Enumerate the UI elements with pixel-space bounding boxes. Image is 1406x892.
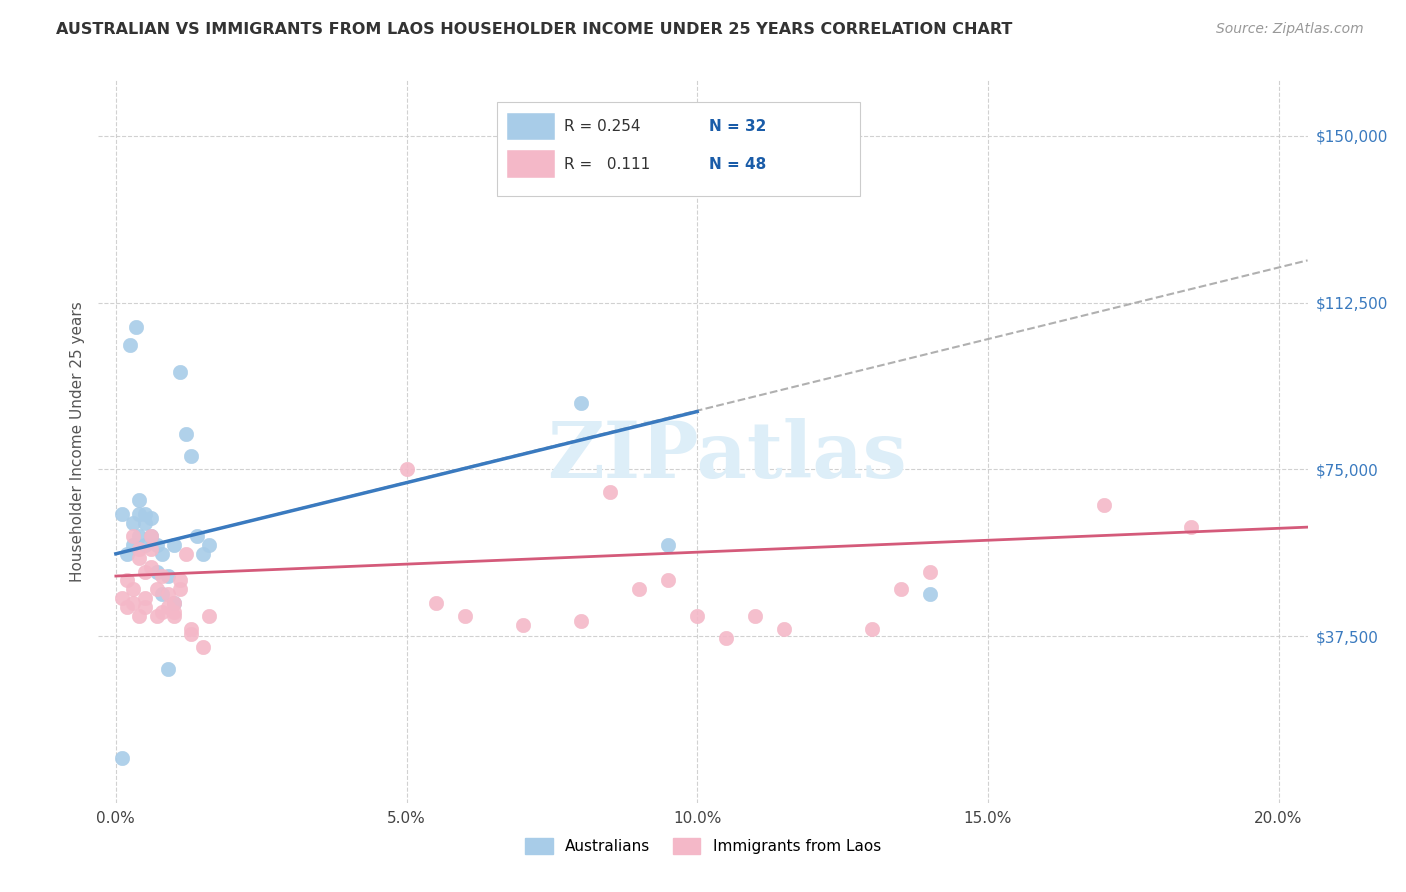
Point bbox=[128, 551, 150, 566]
Point bbox=[145, 565, 167, 579]
Point bbox=[134, 538, 156, 552]
Point bbox=[512, 618, 534, 632]
Point bbox=[150, 569, 173, 583]
Point bbox=[628, 582, 651, 597]
FancyBboxPatch shape bbox=[508, 151, 555, 178]
Point bbox=[191, 640, 214, 655]
Point bbox=[111, 507, 134, 521]
Point bbox=[128, 507, 150, 521]
Point bbox=[180, 449, 202, 463]
Point bbox=[122, 529, 145, 543]
Point bbox=[174, 426, 197, 441]
Point bbox=[128, 609, 150, 624]
Text: N = 32: N = 32 bbox=[709, 119, 766, 134]
Point bbox=[657, 538, 679, 552]
Point bbox=[134, 600, 156, 615]
Point bbox=[150, 605, 173, 619]
Point bbox=[860, 623, 883, 637]
Point bbox=[453, 609, 475, 624]
Point bbox=[918, 565, 941, 579]
Point bbox=[150, 587, 173, 601]
Point bbox=[163, 596, 186, 610]
Point bbox=[180, 623, 202, 637]
Point bbox=[163, 538, 186, 552]
Point bbox=[599, 484, 621, 499]
Point bbox=[169, 582, 191, 597]
Point bbox=[139, 542, 162, 557]
Point bbox=[157, 600, 180, 615]
Point bbox=[145, 609, 167, 624]
Point bbox=[139, 511, 162, 525]
Point bbox=[180, 627, 202, 641]
Text: N = 48: N = 48 bbox=[709, 157, 766, 171]
Point bbox=[122, 596, 145, 610]
Point bbox=[744, 609, 766, 624]
Point bbox=[145, 538, 167, 552]
FancyBboxPatch shape bbox=[498, 102, 860, 196]
Point bbox=[395, 462, 418, 476]
Text: R =   0.111: R = 0.111 bbox=[564, 157, 650, 171]
Text: R = 0.254: R = 0.254 bbox=[564, 119, 641, 134]
Point bbox=[163, 605, 186, 619]
Point bbox=[128, 529, 150, 543]
Point bbox=[174, 547, 197, 561]
Point bbox=[150, 547, 173, 561]
Point bbox=[569, 614, 592, 628]
Point bbox=[163, 609, 186, 624]
Point bbox=[120, 338, 142, 352]
Point bbox=[657, 574, 679, 588]
Point bbox=[157, 587, 180, 601]
Point bbox=[163, 596, 186, 610]
Point bbox=[569, 395, 592, 409]
Point bbox=[890, 582, 912, 597]
Point bbox=[139, 529, 162, 543]
Point bbox=[134, 507, 156, 521]
Point bbox=[134, 565, 156, 579]
Legend: Australians, Immigrants from Laos: Australians, Immigrants from Laos bbox=[519, 832, 887, 860]
Point bbox=[1180, 520, 1202, 534]
Point bbox=[117, 574, 139, 588]
Point bbox=[918, 587, 941, 601]
Point bbox=[425, 596, 447, 610]
Point bbox=[122, 516, 145, 530]
Point bbox=[169, 574, 191, 588]
Point bbox=[773, 623, 796, 637]
Point bbox=[139, 560, 162, 574]
Point bbox=[134, 516, 156, 530]
Point bbox=[111, 751, 134, 765]
Point bbox=[198, 538, 221, 552]
Point bbox=[157, 569, 180, 583]
Point bbox=[111, 591, 134, 606]
Point bbox=[134, 591, 156, 606]
Text: ZIPatlas: ZIPatlas bbox=[547, 418, 907, 494]
Point bbox=[186, 529, 208, 543]
Y-axis label: Householder Income Under 25 years: Householder Income Under 25 years bbox=[69, 301, 84, 582]
Point bbox=[128, 493, 150, 508]
Point bbox=[716, 632, 738, 646]
Point bbox=[125, 320, 148, 334]
Point bbox=[122, 582, 145, 597]
Point bbox=[198, 609, 221, 624]
Point bbox=[686, 609, 709, 624]
Point bbox=[169, 364, 191, 378]
Point bbox=[128, 542, 150, 557]
FancyBboxPatch shape bbox=[508, 112, 555, 140]
Point bbox=[145, 582, 167, 597]
Point bbox=[157, 662, 180, 676]
Text: AUSTRALIAN VS IMMIGRANTS FROM LAOS HOUSEHOLDER INCOME UNDER 25 YEARS CORRELATION: AUSTRALIAN VS IMMIGRANTS FROM LAOS HOUSE… bbox=[56, 22, 1012, 37]
Point bbox=[122, 538, 145, 552]
Point bbox=[139, 529, 162, 543]
Point bbox=[117, 547, 139, 561]
Point bbox=[117, 600, 139, 615]
Point bbox=[1092, 498, 1115, 512]
Point bbox=[191, 547, 214, 561]
Text: Source: ZipAtlas.com: Source: ZipAtlas.com bbox=[1216, 22, 1364, 37]
